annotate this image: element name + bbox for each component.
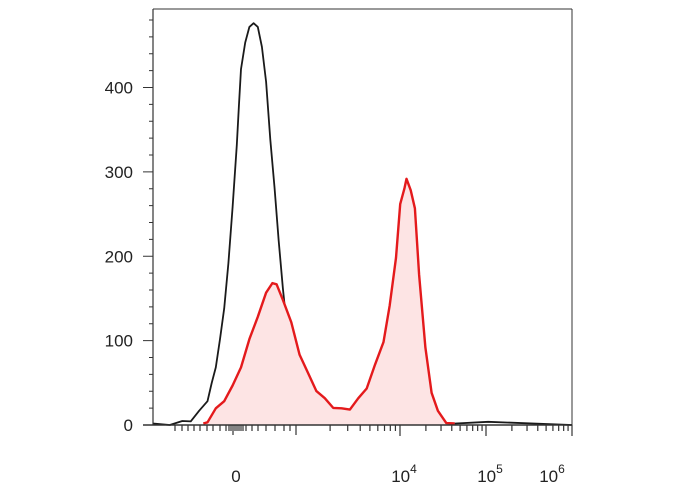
- y-tick-label: 0: [124, 416, 133, 435]
- series-0-line: [152, 22, 573, 426]
- x-tick-label: 0: [231, 467, 240, 486]
- y-tick-label: 300: [105, 163, 133, 182]
- series-1-area: [203, 178, 455, 425]
- x-tick-label: 104: [391, 462, 417, 486]
- y-tick-label: 200: [105, 247, 133, 266]
- x-tick-label: 106: [539, 462, 565, 486]
- x-tick-label: 105: [477, 462, 503, 486]
- series-1-line: [202, 177, 455, 425]
- y-tick-label: 400: [105, 79, 133, 98]
- y-tick-label: 100: [105, 332, 133, 351]
